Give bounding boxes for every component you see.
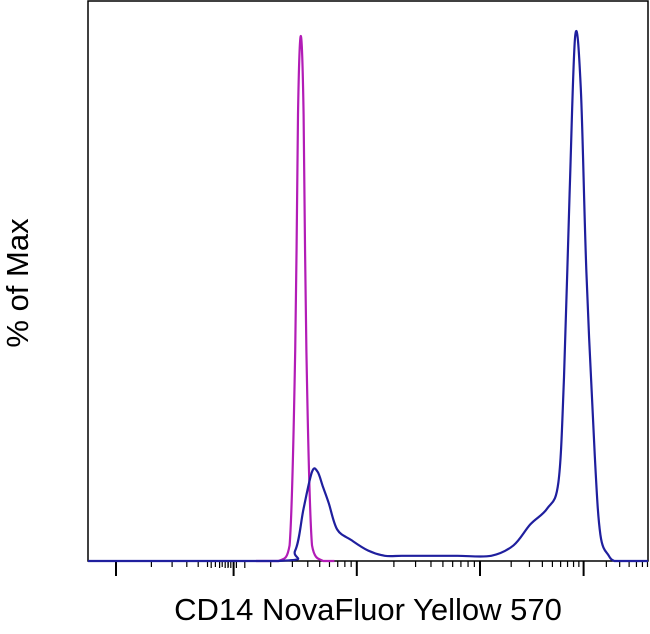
x-axis-label: CD14 NovaFluor Yellow 570 (174, 592, 562, 627)
plot-frame (87, 0, 649, 562)
series-line-1 (256, 34, 335, 563)
series-layer (88, 29, 648, 563)
y-axis-label: % of Max (0, 218, 35, 348)
x-axis-ticks (115, 561, 649, 576)
series-line-2 (88, 29, 648, 563)
